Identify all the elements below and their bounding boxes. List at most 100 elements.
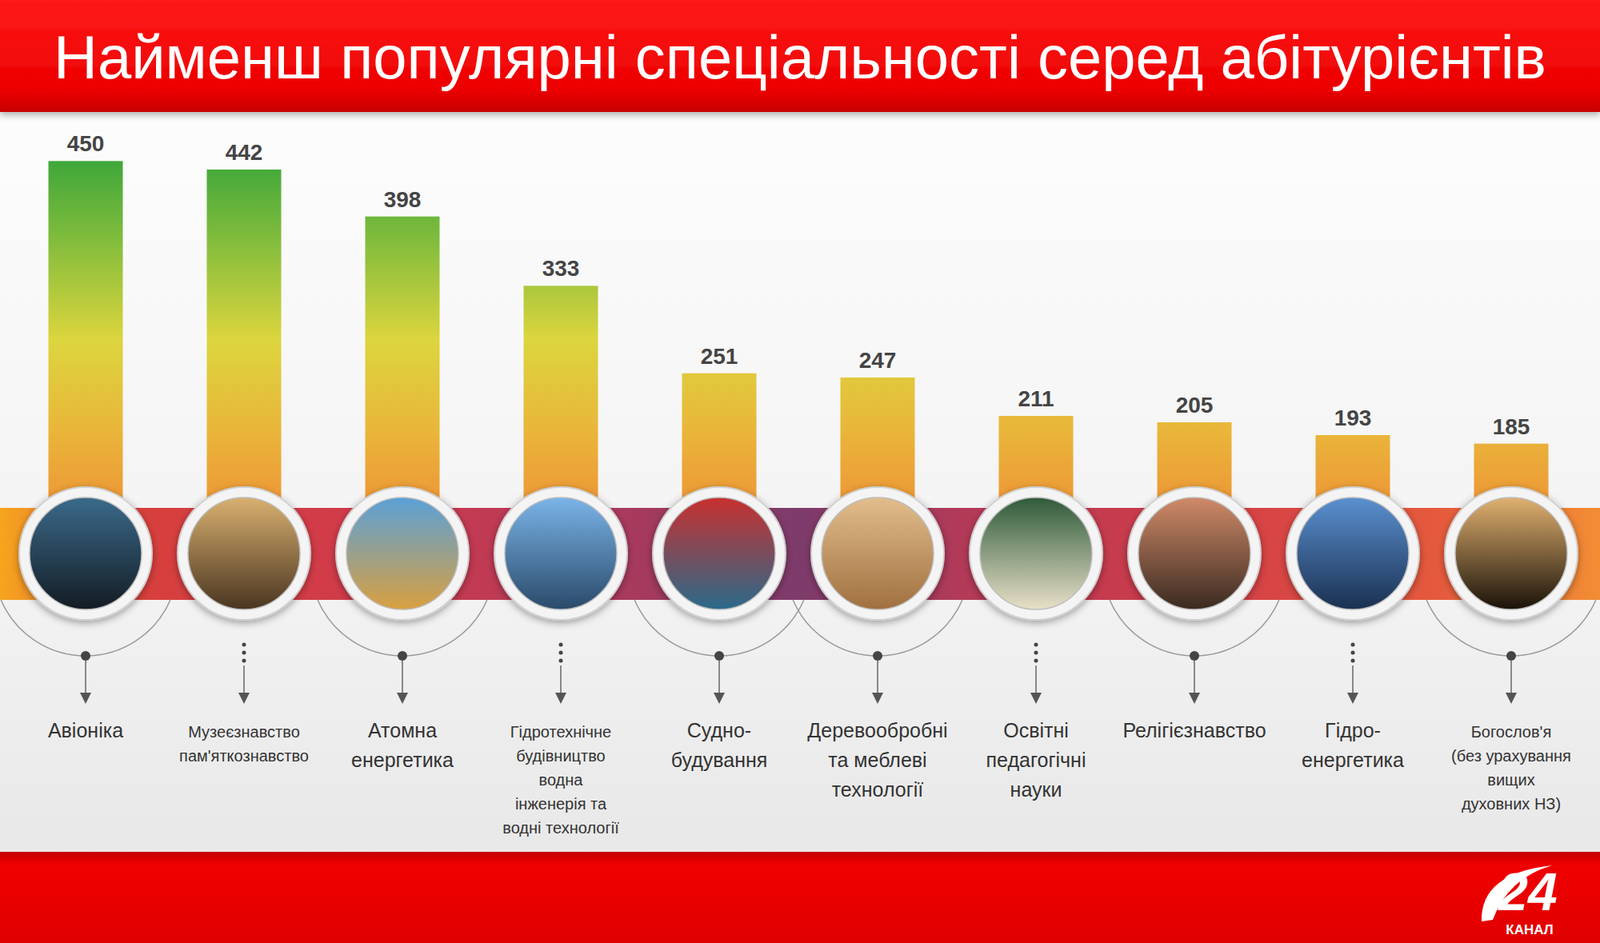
connector-dot <box>1189 651 1200 661</box>
category-label-line: духовних НЗ) <box>1461 795 1561 813</box>
data-label: 333 <box>542 256 580 281</box>
circle-image <box>346 497 459 610</box>
category-label-line: водна <box>539 771 584 789</box>
connector-line <box>243 665 245 695</box>
bar <box>48 160 124 535</box>
category-label-line: Освітні <box>1003 719 1069 742</box>
connector-arrow <box>872 692 884 704</box>
connector-dot <box>1351 643 1356 648</box>
connector-line <box>401 660 404 695</box>
logo: 24КАНАЛ <box>1481 862 1558 938</box>
data-label: 193 <box>1334 405 1372 431</box>
chart-svg: 450442398333251247211205193185АвіонікаМу… <box>0 0 1600 943</box>
circle-edge <box>346 497 459 610</box>
connector-dot <box>80 651 91 661</box>
category-label-line: Судно- <box>687 719 752 742</box>
category-label-line: енергетика <box>1301 748 1404 772</box>
circle-ring <box>652 487 786 620</box>
data-label: 211 <box>1017 386 1054 412</box>
circle-edge <box>188 497 300 610</box>
category-label: Атомна енергетика <box>351 719 454 772</box>
connector-dot <box>559 659 564 664</box>
connector-arrow <box>1505 692 1517 704</box>
connector-dot <box>559 643 564 648</box>
category-label: Деревообробніта меблевітехнології <box>807 719 948 801</box>
category-label-line: та меблеві <box>828 748 927 772</box>
category-label-line: енергетика <box>351 748 454 772</box>
category-label-line: будування <box>671 748 768 772</box>
connector-line <box>560 665 562 695</box>
circle-ring <box>1286 487 1420 620</box>
circle-image <box>1296 497 1409 610</box>
data-label: 247 <box>859 348 897 373</box>
category-label-line: Музеєзнавство <box>188 723 300 741</box>
bars <box>48 160 1549 535</box>
category-label-line: науки <box>1010 778 1063 801</box>
circles <box>19 487 1578 620</box>
connector-dot <box>242 651 247 656</box>
connector-arrow <box>396 692 408 704</box>
chart-root: 450442398333251247211205193185АвіонікаМу… <box>0 0 1600 943</box>
connector-dot <box>1034 643 1039 648</box>
category-label-line: інженерія та <box>515 795 608 813</box>
connector-dot <box>872 651 883 661</box>
data-label: 185 <box>1492 414 1531 440</box>
connector-line <box>1352 665 1354 695</box>
circle-edge <box>504 497 617 610</box>
logo-text: КАНАЛ <box>1505 922 1553 938</box>
circle-image <box>29 497 142 610</box>
data-label: 398 <box>384 187 422 212</box>
connector-line <box>1510 660 1512 695</box>
data-labels: 450442398333251247211205193185 <box>67 131 1531 439</box>
circle-edge <box>1296 497 1409 610</box>
circle-edge <box>29 497 142 610</box>
title: Найменш популярні спеціальності серед аб… <box>53 23 1547 92</box>
category-label-line: (без урахування <box>1451 747 1572 765</box>
data-label: 450 <box>67 131 105 156</box>
circle-ring <box>177 487 311 620</box>
category-label: Гідротехнічне будівництво водна інженерія т… <box>502 723 620 837</box>
category-label-line: водні технології <box>502 819 620 837</box>
category-label-line: Релігієзнавство <box>1122 719 1266 742</box>
connector-line <box>876 660 879 695</box>
category-label-line: технології <box>832 778 924 801</box>
connector-arrow <box>80 692 92 704</box>
category-labels: Авіоніка Музеєзнавствопам'яткознавство Ато… <box>48 719 1572 837</box>
category-label: Авіоніка <box>48 719 124 742</box>
connector-arrow <box>713 692 725 704</box>
category-label: Богослов'я(без урахуваннявищихдуховних Н… <box>1451 723 1572 813</box>
category-label-line: вищих <box>1487 771 1535 789</box>
circle-edge <box>1138 497 1251 610</box>
category-label-line: Атомна <box>368 719 437 742</box>
circle-edge <box>663 497 776 610</box>
circle-ring <box>494 487 628 620</box>
data-label: 251 <box>700 344 739 369</box>
connector-dot <box>1034 651 1039 656</box>
connector-arrow <box>555 692 567 704</box>
circle-ring <box>969 487 1103 620</box>
connector-dot <box>1351 651 1356 656</box>
connector-line <box>84 660 87 695</box>
category-label-line: педагогічні <box>986 748 1087 772</box>
connector-dot <box>714 651 724 661</box>
connector-dot <box>1351 659 1356 664</box>
circle-edge <box>1455 497 1568 610</box>
category-label-line: будівництво <box>516 747 605 765</box>
category-label: Гідро-енергетика <box>1301 719 1404 772</box>
logo-number: 24 <box>1496 862 1557 922</box>
connector-dot <box>559 651 564 656</box>
page: {"chart_data": {"type": "bar", "title": … <box>0 0 1600 943</box>
circle-image <box>821 497 934 610</box>
category-label: Релігієзнавство <box>1122 719 1266 742</box>
background-bottom <box>0 600 1600 852</box>
circle-ring <box>811 487 944 620</box>
category-label: Музеєзнавствопам'яткознавство <box>179 723 309 765</box>
bar <box>207 169 282 535</box>
circle-edge <box>980 497 1092 610</box>
category-label: Освітні педагогічні науки <box>986 719 1087 801</box>
connector-arrow <box>1188 692 1200 704</box>
connector-dot <box>242 643 247 648</box>
category-label-line: Гідротехнічне <box>510 723 612 741</box>
circle-image <box>1138 497 1251 610</box>
footer-band <box>0 852 1600 943</box>
